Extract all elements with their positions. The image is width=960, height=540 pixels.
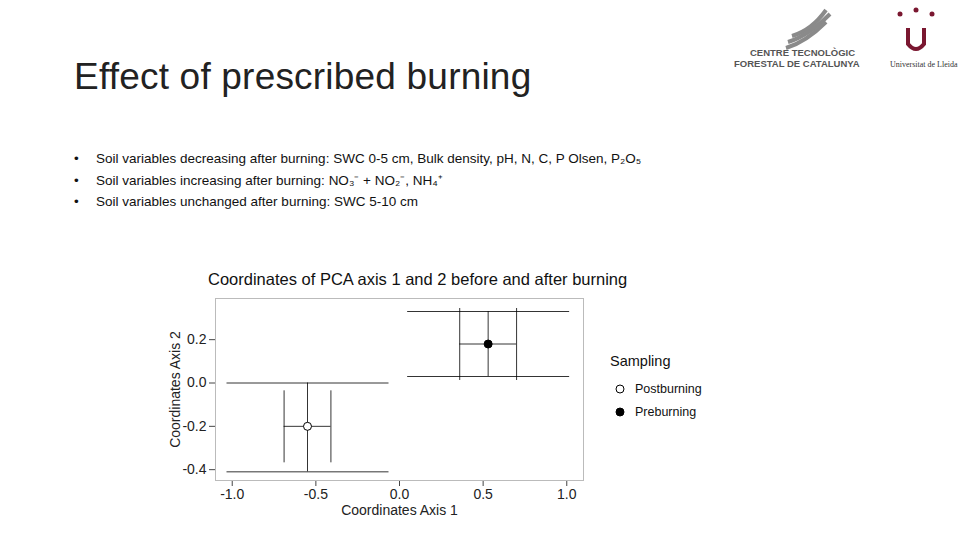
svg-text:0.0: 0.0 xyxy=(187,374,207,390)
html-text:Soil variables increasing afte: Soil variables increasing after burning:… xyxy=(96,172,443,188)
svg-text:FORESTAL DE CATALUNYA: FORESTAL DE CATALUNYA xyxy=(734,58,860,69)
svg-text:-1.0: -1.0 xyxy=(220,486,244,502)
svg-text:1.0: 1.0 xyxy=(557,486,577,502)
html-text:Effect of prescribed burning: Effect of prescribed burning xyxy=(74,56,532,97)
html-text:Postburning: Postburning xyxy=(635,381,702,396)
svg-text:0.5: 0.5 xyxy=(473,486,493,502)
svg-text:0.2: 0.2 xyxy=(187,331,207,347)
svg-text:CENTRE TECNOLÒGIC: CENTRE TECNOLÒGIC xyxy=(750,47,855,58)
svg-text:0.0: 0.0 xyxy=(390,486,410,502)
html-text:Sampling: Sampling xyxy=(610,353,671,369)
svg-text:Universitat de Lleida: Universitat de Lleida xyxy=(890,60,958,69)
html-text:Soil variables decreasing afte: Soil variables decreasing after burning:… xyxy=(96,151,642,166)
svg-text:-0.5: -0.5 xyxy=(304,486,328,502)
html-text:Soil variables unchanged after: Soil variables unchanged after burning: … xyxy=(96,194,418,209)
svg-text:Coordinates Axis 1: Coordinates Axis 1 xyxy=(341,502,458,518)
svg-text:-0.2: -0.2 xyxy=(182,418,206,434)
svg-text:Coordinates Axis 2: Coordinates Axis 2 xyxy=(167,331,183,448)
svg-text:-0.4: -0.4 xyxy=(182,461,206,477)
html-text:Preburning: Preburning xyxy=(635,404,697,419)
html-text:Coordinates of PCA axis 1 and: Coordinates of PCA axis 1 and 2 before a… xyxy=(208,270,628,288)
